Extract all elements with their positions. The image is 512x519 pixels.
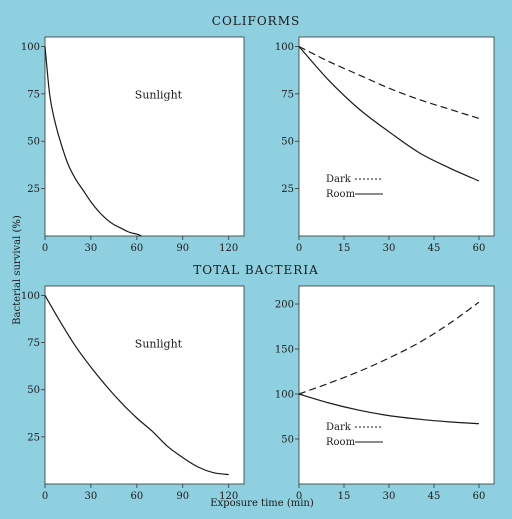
x-tick-label: 60 <box>130 491 143 502</box>
chart-panel-3: 0 30 60 90 120 25 50 75 100 Sunlight <box>21 285 245 502</box>
series-line-room <box>298 393 480 425</box>
annotation-sunlight: Sunlight <box>135 337 183 350</box>
plot-area <box>44 285 245 485</box>
x-tick-label: 60 <box>130 243 143 254</box>
x-tick-label: 0 <box>296 491 302 502</box>
x-tick-label: 90 <box>176 243 189 254</box>
x-tick-label: 15 <box>338 243 351 254</box>
y-tick-label: 75 <box>27 338 40 349</box>
y-tick-label: 25 <box>27 432 40 443</box>
x-tick-label: 120 <box>219 243 238 254</box>
chart-panel-1: 0 30 60 90 120 25 50 75 100 Sunlight <box>21 36 245 254</box>
series-line-dark <box>298 301 480 395</box>
y-tick-label: 100 <box>21 42 40 53</box>
x-tick-label: 0 <box>42 491 48 502</box>
x-tick-label: 120 <box>219 491 238 502</box>
x-tick-label: 30 <box>383 243 396 254</box>
x-tick-label: 90 <box>176 491 189 502</box>
chart-panel-4: 0 15 30 45 60 50 100 150 200 Dark Room <box>275 285 495 502</box>
y-tick-label: 75 <box>27 89 40 100</box>
x-tick-label: 0 <box>42 243 48 254</box>
x-tick-label: 45 <box>428 491 441 502</box>
section-title-total-bacteria: TOTAL BACTERIA <box>193 263 319 277</box>
section-title-coliforms: COLIFORMS <box>212 14 300 28</box>
series-line-1 <box>44 46 142 237</box>
x-tick-label: 30 <box>383 491 396 502</box>
y-tick-label: 100 <box>275 42 294 53</box>
plot-area <box>298 36 495 237</box>
legend-label-dark: Dark <box>326 174 352 185</box>
x-tick-label: 30 <box>85 491 98 502</box>
series-line-1 <box>44 295 229 476</box>
series-line-room <box>298 46 480 182</box>
y-axis-label: Bacterial survival (%) <box>12 215 23 325</box>
x-tick-label: 30 <box>85 243 98 254</box>
y-tick-label: 150 <box>275 345 294 356</box>
plot-area <box>298 285 495 485</box>
legend-label-dark: Dark <box>326 422 352 433</box>
x-tick-label: 60 <box>473 491 486 502</box>
y-tick-label: 100 <box>21 291 40 302</box>
legend-label-room: Room <box>326 437 356 448</box>
x-tick-label: 0 <box>296 243 302 254</box>
x-tick-label: 15 <box>338 491 351 502</box>
plot-area <box>44 36 245 237</box>
x-axis-label: Exposure time (min) <box>210 498 314 509</box>
x-tick-label: 45 <box>428 243 441 254</box>
y-tick-label: 25 <box>281 184 294 195</box>
y-tick-label: 200 <box>275 300 294 311</box>
y-tick-label: 50 <box>281 435 294 446</box>
y-tick-label: 50 <box>281 137 294 148</box>
series-line-dark <box>298 45 480 120</box>
chart-panel-2: 0 15 30 45 60 25 50 75 100 Dark Room <box>275 36 495 254</box>
y-tick-label: 25 <box>27 184 40 195</box>
x-tick-label: 60 <box>473 243 486 254</box>
y-tick-label: 50 <box>27 137 40 148</box>
y-tick-label: 50 <box>27 385 40 396</box>
y-tick-label: 75 <box>281 89 294 100</box>
annotation-sunlight: Sunlight <box>135 89 183 102</box>
y-tick-label: 100 <box>275 390 294 401</box>
legend-label-room: Room <box>326 189 356 200</box>
